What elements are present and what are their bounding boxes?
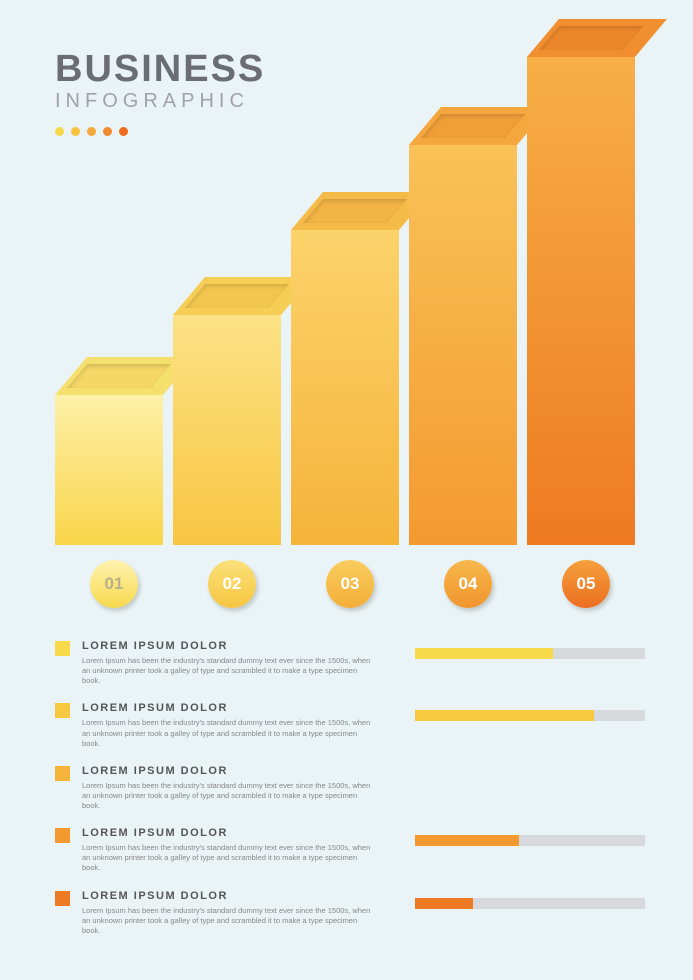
list-item: LOREM IPSUM DOLOR Lorem Ipsum has been th…: [55, 702, 645, 748]
item-text-block: LOREM IPSUM DOLOR Lorem Ipsum has been th…: [82, 702, 372, 748]
color-swatch: [55, 641, 70, 656]
item-text-block: LOREM IPSUM DOLOR Lorem Ipsum has been th…: [82, 890, 372, 936]
bar-chart-3d: [55, 55, 645, 545]
item-title: LOREM IPSUM DOLOR: [82, 765, 372, 777]
item-list: LOREM IPSUM DOLOR Lorem Ipsum has been th…: [55, 640, 645, 952]
bar-front-face: [55, 395, 163, 545]
list-item: LOREM IPSUM DOLOR Lorem Ipsum has been th…: [55, 890, 645, 936]
color-swatch: [55, 891, 70, 906]
item-title: LOREM IPSUM DOLOR: [82, 827, 372, 839]
bar-front-face: [527, 57, 635, 545]
list-item: LOREM IPSUM DOLOR Lorem Ipsum has been th…: [55, 640, 645, 686]
number-badges: 01 02 03 04 05: [55, 560, 645, 608]
number-badge: 02: [208, 560, 256, 608]
color-swatch: [55, 766, 70, 781]
progress-fill: [415, 710, 594, 721]
item-title: LOREM IPSUM DOLOR: [82, 890, 372, 902]
number-badge: 04: [444, 560, 492, 608]
progress-fill: [415, 648, 553, 659]
item-text-block: LOREM IPSUM DOLOR Lorem Ipsum has been th…: [82, 640, 372, 686]
bar-front-face: [173, 315, 281, 545]
item-description: Lorem Ipsum has been the industry's stan…: [82, 718, 372, 748]
item-description: Lorem Ipsum has been the industry's stan…: [82, 656, 372, 686]
progress-bar: [415, 835, 645, 846]
item-description: Lorem Ipsum has been the industry's stan…: [82, 843, 372, 873]
item-title: LOREM IPSUM DOLOR: [82, 702, 372, 714]
item-title: LOREM IPSUM DOLOR: [82, 640, 372, 652]
chart-bar: [173, 315, 281, 545]
list-item: LOREM IPSUM DOLOR Lorem Ipsum has been th…: [55, 765, 645, 811]
item-description: Lorem Ipsum has been the industry's stan…: [82, 906, 372, 936]
number-badge: 05: [562, 560, 610, 608]
chart-bar: [55, 395, 163, 545]
number-badge: 03: [326, 560, 374, 608]
chart-bar: [527, 57, 635, 545]
number-badge: 01: [90, 560, 138, 608]
color-swatch: [55, 703, 70, 718]
list-item: LOREM IPSUM DOLOR Lorem Ipsum has been th…: [55, 827, 645, 873]
bar-front-face: [409, 145, 517, 545]
progress-fill: [415, 898, 473, 909]
item-text-block: LOREM IPSUM DOLOR Lorem Ipsum has been th…: [82, 765, 372, 811]
chart-bar: [291, 230, 399, 545]
progress-bar: [415, 710, 645, 721]
item-text-block: LOREM IPSUM DOLOR Lorem Ipsum has been th…: [82, 827, 372, 873]
bar-front-face: [291, 230, 399, 545]
item-description: Lorem Ipsum has been the industry's stan…: [82, 781, 372, 811]
progress-bar: [415, 898, 645, 909]
progress-fill: [415, 835, 519, 846]
progress-bar: [415, 648, 645, 659]
color-swatch: [55, 828, 70, 843]
chart-bar: [409, 145, 517, 545]
